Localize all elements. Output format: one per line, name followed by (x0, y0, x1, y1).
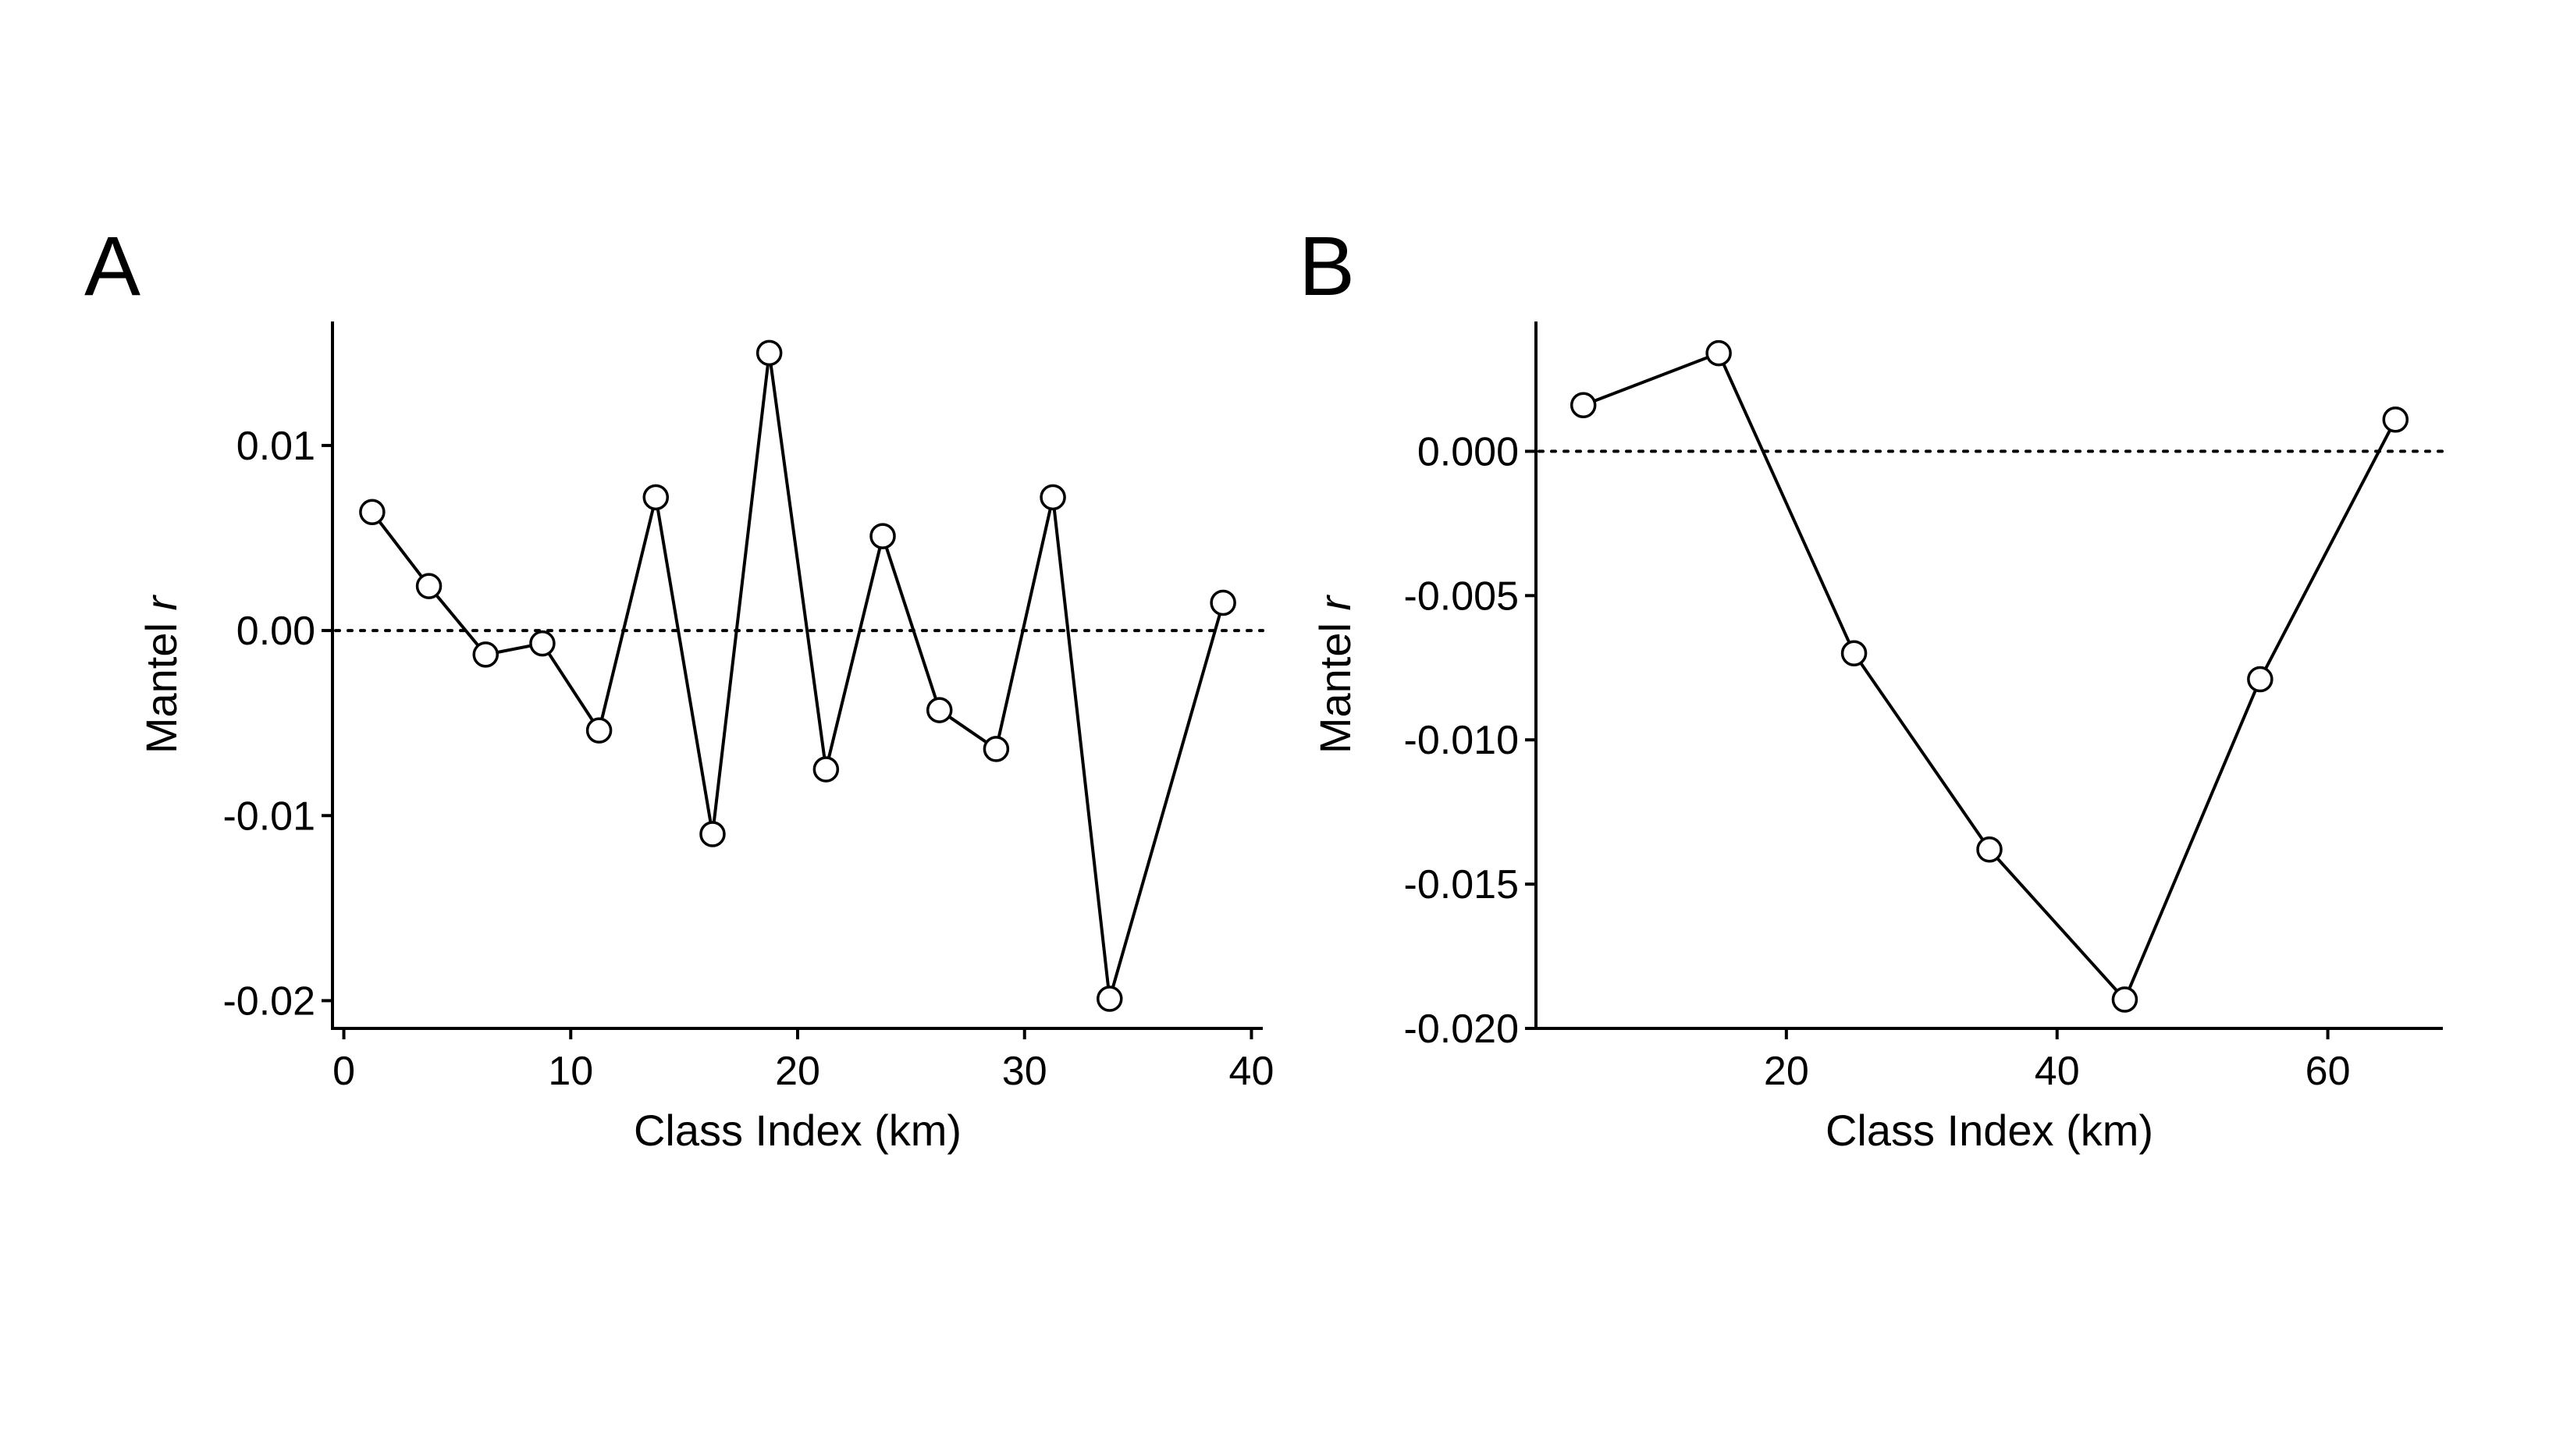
y-axis-title-main: Mantel (1310, 611, 1360, 755)
data-point (699, 821, 726, 847)
data-point (869, 523, 896, 549)
x-tick-label: 20 (1764, 1049, 1809, 1094)
y-tick-label: -0.015 (1404, 862, 1519, 907)
data-point (1040, 484, 1066, 511)
data-point (1976, 836, 2003, 863)
y-axis-title-italic: r (1310, 595, 1360, 611)
y-tick-label: 0.000 (1417, 429, 1519, 474)
y-axis-title: Mantel r (137, 595, 186, 755)
data-point (1097, 985, 1123, 1012)
panel-label: B (1299, 218, 1355, 313)
data-point (926, 697, 953, 723)
data-point (2382, 406, 2409, 433)
data-point (642, 484, 670, 511)
x-axis-title: Class Index (km) (1826, 1106, 2153, 1155)
y-tick-label: -0.010 (1404, 718, 1519, 763)
data-point (1705, 339, 1732, 367)
x-tick-label: 40 (2035, 1049, 2080, 1094)
y-tick-label: -0.01 (222, 794, 315, 839)
y-tick-label: -0.005 (1404, 574, 1519, 619)
x-tick-label: 30 (1002, 1049, 1047, 1094)
data-point (359, 499, 386, 526)
data-point (1840, 640, 1868, 667)
data-point (415, 573, 443, 599)
data-point (1210, 589, 1236, 616)
y-axis-title-italic: r (137, 595, 186, 611)
y-tick-label: 0.00 (236, 609, 315, 654)
data-point (983, 736, 1010, 762)
x-tick-label: 0 (332, 1049, 355, 1094)
data-point (2247, 666, 2273, 693)
data-point (2111, 986, 2138, 1013)
data-point (472, 641, 499, 668)
x-tick-label: 60 (2305, 1049, 2351, 1094)
y-axis-title: Mantel r (1310, 595, 1360, 755)
x-tick-label: 20 (775, 1049, 820, 1094)
data-point (812, 756, 840, 783)
data-point (1570, 392, 1597, 418)
y-axis-title-main: Mantel (137, 611, 186, 755)
data-point (585, 717, 613, 744)
y-tick-label: -0.020 (1404, 1007, 1519, 1052)
panel-a: A 0.01 0.00 -0.01 -0.02 0 10 20 30 40 Class Index … (84, 218, 1274, 1155)
data-point (529, 630, 556, 657)
panel-b: B 0.000 -0.005 -0.010 -0.015 -0.020 20 40 60 Clas… (1299, 218, 2444, 1155)
x-tick-label: 10 (548, 1049, 593, 1094)
panel-label: A (84, 218, 140, 313)
y-tick-label: 0.01 (236, 424, 315, 469)
x-axis-title: Class Index (km) (634, 1106, 962, 1155)
y-tick-label: -0.02 (222, 978, 315, 1024)
data-point (755, 339, 783, 367)
x-tick-label: 40 (1229, 1049, 1274, 1094)
